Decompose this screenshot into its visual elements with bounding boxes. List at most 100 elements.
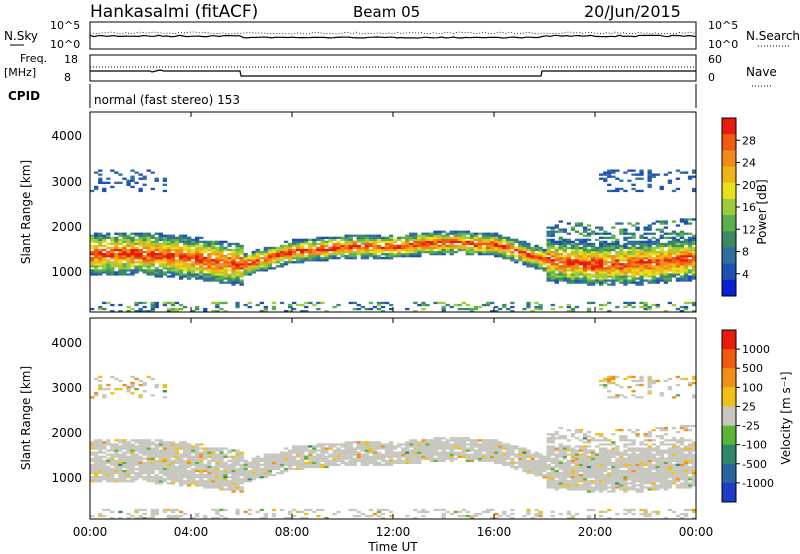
power-cell	[296, 259, 301, 262]
velocity-cell	[146, 457, 151, 460]
power-cell	[102, 267, 107, 270]
velocity-cell	[441, 441, 446, 444]
velocity-cell	[485, 455, 491, 458]
power-cell	[142, 271, 147, 274]
velocity-cell	[389, 443, 394, 446]
velocity-cell	[118, 453, 123, 456]
velocity-cell	[611, 476, 616, 479]
power-cell	[639, 283, 644, 286]
velocity-cell	[562, 451, 567, 454]
power-cell	[679, 257, 685, 260]
power-cell	[490, 248, 495, 252]
velocity-cell	[429, 449, 434, 452]
power-cell	[429, 246, 434, 250]
power-cell	[562, 267, 567, 270]
power-cell	[518, 250, 523, 254]
velocity-cell	[300, 445, 305, 448]
power-cell	[643, 244, 648, 248]
power-cell	[570, 277, 576, 280]
power-cell	[300, 246, 305, 250]
velocity-cell	[110, 453, 115, 456]
velocity-cell	[275, 457, 281, 460]
velocity-cell	[292, 463, 297, 466]
velocity-cell	[534, 465, 539, 469]
velocity-cell	[102, 465, 107, 469]
velocity-cell	[372, 459, 378, 462]
power-cell	[619, 269, 624, 272]
power-cell	[409, 255, 414, 258]
power-cell	[643, 250, 648, 254]
power-cell	[219, 277, 224, 280]
velocity-cell	[582, 488, 588, 491]
velocity-cell	[154, 467, 159, 471]
power-cell	[574, 277, 580, 280]
date-title: 20/Jun/2015	[584, 2, 681, 21]
velocity-cell	[631, 449, 636, 452]
power-cell	[683, 171, 689, 174]
velocity-cell	[498, 453, 503, 456]
power-cell	[227, 263, 232, 266]
velocity-cell	[243, 474, 248, 477]
power-cell	[158, 232, 163, 235]
velocity-cell	[380, 455, 386, 458]
power-cell	[320, 238, 325, 241]
power-cell	[679, 263, 685, 266]
power-cell	[150, 269, 155, 272]
power-cell	[98, 271, 103, 274]
velocity-cell	[473, 514, 479, 518]
power-cell	[615, 275, 620, 278]
power-cell	[522, 253, 527, 256]
velocity-cell	[138, 476, 143, 479]
power-cell	[607, 169, 612, 172]
power-cell	[659, 244, 664, 248]
power-cell	[126, 263, 131, 266]
velocity-cell	[401, 443, 406, 446]
velocity-cell	[611, 474, 616, 477]
power-cell	[599, 261, 604, 264]
power-cell	[187, 271, 192, 274]
power-cell	[582, 261, 588, 264]
velocity-cell	[591, 482, 596, 485]
velocity-cell	[611, 484, 616, 487]
power-cell	[106, 246, 111, 250]
power-cell	[275, 250, 281, 254]
velocity-cell	[611, 461, 616, 464]
velocity-cell	[647, 480, 652, 483]
velocity-cell	[126, 459, 131, 462]
velocity-cell	[199, 469, 204, 473]
power-cell	[550, 273, 555, 276]
power-cell	[376, 248, 382, 252]
power-cell	[243, 269, 248, 272]
velocity-cell	[526, 449, 531, 452]
power-cell	[558, 273, 563, 276]
velocity-cell	[635, 396, 640, 399]
power-cell	[615, 222, 620, 225]
power-cell	[227, 261, 232, 264]
power-cell	[457, 234, 462, 237]
power-cell	[235, 303, 240, 307]
power-cell	[578, 261, 584, 264]
power-cell	[102, 261, 107, 264]
velocity-cell	[494, 451, 499, 454]
power-cell	[687, 248, 693, 252]
power-cell	[675, 232, 681, 235]
velocity-cell	[574, 461, 580, 464]
power-cell	[607, 283, 612, 286]
velocity-cell	[174, 457, 180, 460]
velocity-cell	[162, 396, 167, 399]
power-cell	[631, 263, 636, 266]
power-cell	[683, 263, 689, 266]
velocity-cell	[425, 439, 430, 442]
power-cell	[247, 301, 252, 305]
power-cell	[106, 267, 111, 270]
power-cell	[187, 240, 192, 243]
velocity-cell	[623, 465, 628, 469]
velocity-cell	[182, 467, 188, 471]
velocity-cell	[603, 439, 608, 442]
power-cell	[263, 263, 268, 266]
velocity-cell	[441, 445, 446, 448]
velocity-cell	[344, 451, 349, 454]
velocity-cell	[570, 484, 576, 487]
power-cell	[154, 177, 159, 180]
velocity-cell	[142, 461, 147, 464]
